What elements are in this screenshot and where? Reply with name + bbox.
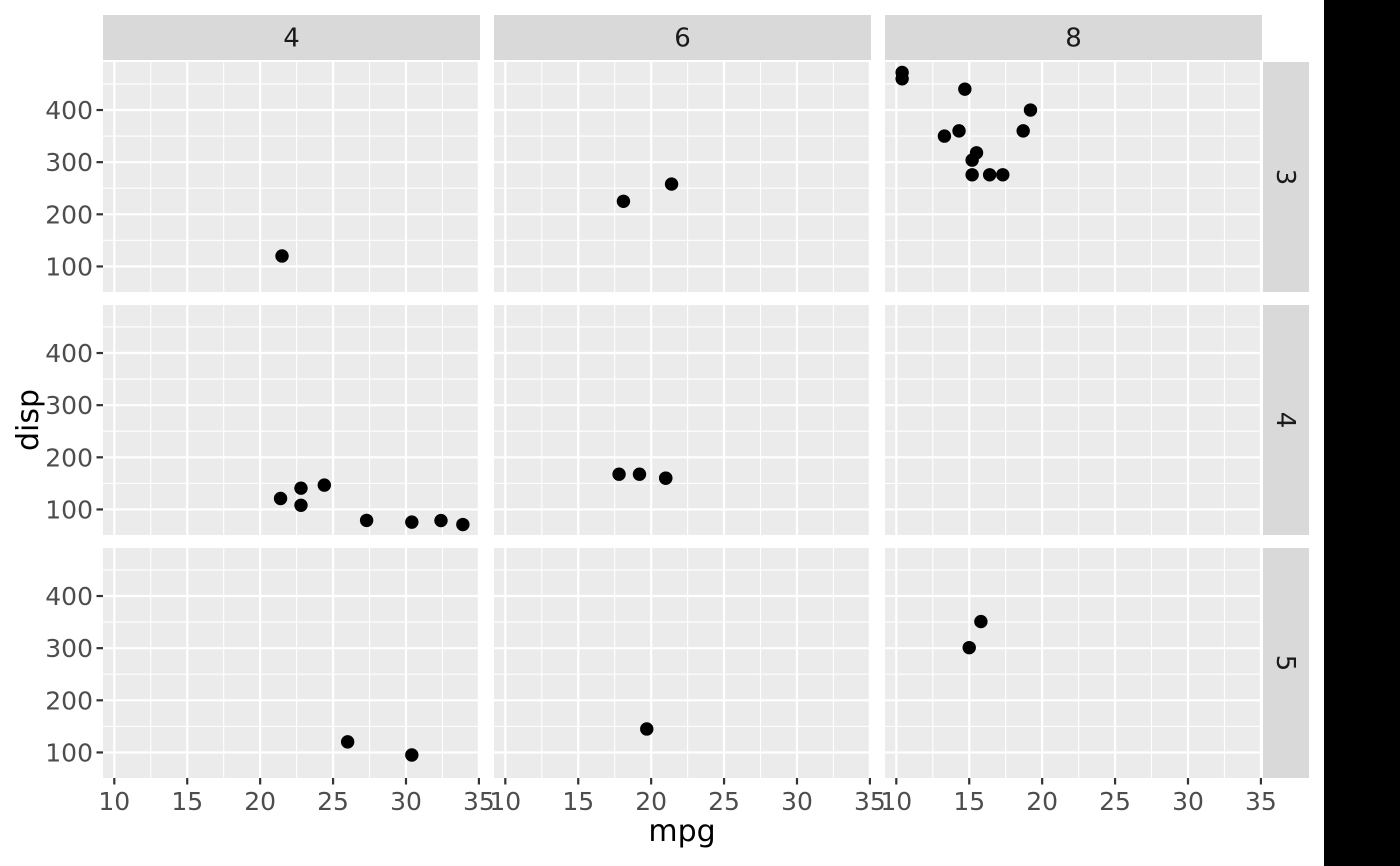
- facet-panel: [885, 62, 1262, 292]
- y-tick-label: 300: [45, 634, 93, 663]
- x-tick-label: 35: [854, 787, 886, 816]
- x-tick-label: 30: [781, 787, 813, 816]
- data-point: [632, 467, 647, 481]
- right-black-band: [1324, 0, 1400, 866]
- facet-panel: [885, 305, 1262, 535]
- y-tick-label: 100: [45, 738, 93, 767]
- data-point: [456, 517, 470, 532]
- data-point: [965, 168, 979, 182]
- x-tick-label: 20: [244, 787, 276, 816]
- y-tick-label: 400: [45, 339, 93, 368]
- facet-row-strip: [1263, 548, 1309, 778]
- facet-panel: [494, 548, 871, 778]
- facet-row-strip-label: 3: [1270, 169, 1300, 186]
- facet-column-strip-label: 8: [1065, 24, 1082, 54]
- facet-column-strip: [103, 15, 480, 60]
- y-tick-label: 200: [45, 200, 93, 229]
- x-tick-label: 15: [953, 787, 985, 816]
- x-tick-label: 30: [1172, 787, 1204, 816]
- data-point: [982, 168, 997, 182]
- y-tick-label: 300: [45, 148, 93, 177]
- data-point: [294, 498, 308, 512]
- data-point: [958, 82, 972, 96]
- y-tick-label: 100: [45, 252, 93, 281]
- data-point: [616, 194, 631, 208]
- data-point: [317, 478, 332, 492]
- x-tick-label: 10: [98, 787, 130, 816]
- facet-panel: [494, 62, 871, 292]
- facet-column-strip: [494, 15, 871, 60]
- y-tick-label: 300: [45, 391, 93, 420]
- x-tick-label: 20: [635, 787, 667, 816]
- data-point: [952, 124, 966, 138]
- x-tick-label: 15: [562, 787, 594, 816]
- x-tick-label: 25: [317, 787, 349, 816]
- x-tick-label: 35: [463, 787, 495, 816]
- y-tick-label: 100: [45, 495, 93, 524]
- data-point: [340, 735, 355, 749]
- data-point: [275, 249, 289, 263]
- facet-row-strip-label: 4: [1270, 412, 1300, 429]
- data-point: [1023, 103, 1038, 117]
- data-point: [359, 513, 374, 528]
- data-point: [659, 471, 673, 485]
- facet-column-strip: [885, 15, 1262, 60]
- data-point: [895, 72, 909, 86]
- x-tick-label: 30: [390, 787, 422, 816]
- y-tick-label: 400: [45, 96, 93, 125]
- data-point: [612, 467, 626, 481]
- x-tick-label: 25: [708, 787, 740, 816]
- facet-panel: [103, 62, 480, 292]
- x-tick-label: 10: [880, 787, 912, 816]
- facet-row-strip: [1263, 62, 1309, 292]
- data-point: [405, 748, 419, 762]
- x-axis-title: mpg: [648, 814, 715, 849]
- y-tick-label: 400: [45, 582, 93, 611]
- data-point: [1016, 124, 1030, 138]
- facet-row-strip: [1263, 305, 1309, 535]
- data-point: [974, 614, 988, 629]
- data-point: [434, 513, 448, 528]
- data-point: [996, 168, 1010, 182]
- x-tick-label: 10: [489, 787, 521, 816]
- data-point: [273, 491, 288, 506]
- y-tick-label: 200: [45, 686, 93, 715]
- y-axis-title: disp: [11, 389, 46, 451]
- facet-panel: [494, 305, 871, 535]
- data-point: [405, 515, 419, 529]
- data-point: [937, 129, 952, 143]
- y-tick-label: 200: [45, 443, 93, 472]
- facet-panel: [885, 548, 1262, 778]
- data-point: [294, 481, 308, 495]
- data-point: [664, 177, 679, 191]
- data-point: [640, 722, 654, 736]
- x-tick-label: 20: [1026, 787, 1058, 816]
- facet-column-strip-label: 6: [674, 24, 691, 54]
- data-point: [965, 153, 979, 167]
- x-tick-label: 25: [1099, 787, 1131, 816]
- data-point: [962, 640, 976, 655]
- facet-panel: [103, 305, 480, 535]
- facet-row-strip-label: 5: [1270, 655, 1300, 672]
- facet-column-strip-label: 4: [283, 24, 300, 54]
- x-tick-label: 35: [1245, 787, 1277, 816]
- facet-panel: [103, 548, 480, 778]
- x-tick-label: 15: [171, 787, 203, 816]
